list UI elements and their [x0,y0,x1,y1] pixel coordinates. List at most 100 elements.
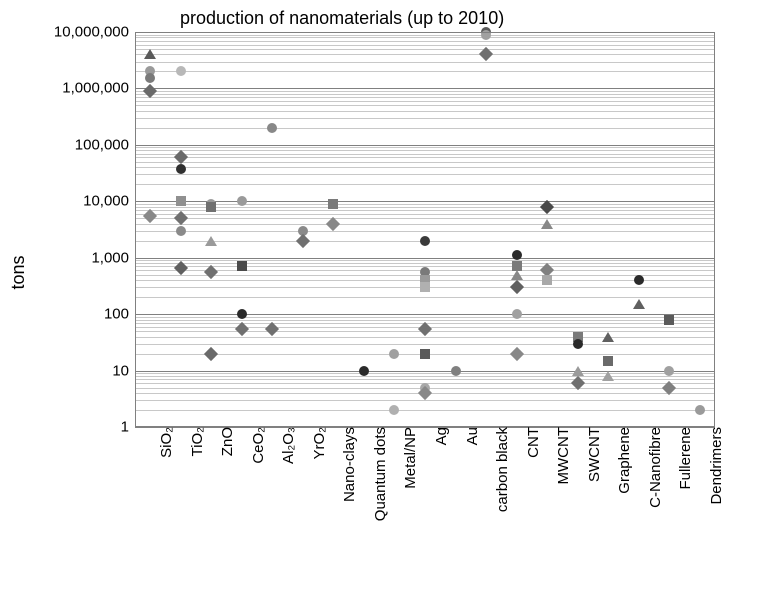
x-tick-label: TiO₂ [185,427,206,456]
data-point [512,250,522,260]
data-point [511,270,523,280]
data-point [389,349,399,359]
data-point [237,261,247,271]
y-tick-label: 10,000 [83,193,135,210]
grid-minor [135,320,715,321]
y-tick-label: 1,000 [91,249,135,266]
grid-minor [135,376,715,377]
x-tick-label: CNT [521,427,542,458]
grid-minor [135,204,715,205]
grid-minor [135,154,715,155]
data-point [634,275,644,285]
grid-major [135,145,715,146]
x-tick-label: carbon black [490,427,511,512]
grid-minor [135,71,715,72]
x-tick-label: Au [460,427,481,445]
data-point [267,123,277,133]
grid-minor [135,162,715,163]
data-point [695,405,705,415]
y-tick-label: 100 [104,306,135,323]
data-point [481,30,491,40]
x-tick-label: Metal/NP [398,427,419,489]
chart-container: production of nanomaterials (up to 2010)… [0,0,774,592]
plot-area: 1101001,00010,000100,0001,000,00010,000,… [135,32,715,427]
data-point [664,315,674,325]
x-tick-label: Dendrimers [704,427,725,505]
grid-minor [135,62,715,63]
grid-minor [135,54,715,55]
grid-minor [135,317,715,318]
data-point [296,234,310,248]
data-point [420,349,430,359]
data-point [204,347,218,361]
data-point [176,66,186,76]
grid-minor [135,174,715,175]
data-point [237,196,247,206]
grid-minor [135,297,715,298]
data-point [541,219,553,229]
x-tick-label: YrO₂ [307,427,328,460]
grid-minor [135,94,715,95]
x-tick-label: Al₂O₃ [276,427,297,464]
data-point [420,236,430,246]
data-point [510,347,524,361]
grid-minor [135,210,715,211]
data-point [176,226,186,236]
grid-minor [135,118,715,119]
x-tick-label: Ag [429,427,450,445]
x-tick-label: CeO₂ [246,427,267,464]
x-tick-label: C-Nanofibre [643,427,664,508]
grid-minor [135,214,715,215]
grid-minor [135,37,715,38]
grid-minor [135,101,715,102]
y-tick-label: 1 [121,419,135,436]
grid-major [135,32,715,33]
x-tick-label: Fullerene [673,427,694,490]
grid-major [135,258,715,259]
data-point [328,199,338,209]
grid-minor [135,41,715,42]
data-point [176,196,186,206]
grid-minor [135,344,715,345]
data-point [602,332,614,342]
grid-minor [135,410,715,411]
grid-minor [135,224,715,225]
x-tick-label: SWCNT [582,427,603,482]
grid-minor [135,147,715,148]
grid-minor [135,184,715,185]
chart-title: production of nanomaterials (up to 2010) [180,8,504,29]
x-tick-label: SiO₂ [154,427,175,458]
x-tick-label: ZnO [215,427,236,456]
grid-minor [135,35,715,36]
y-tick-label: 10 [112,362,135,379]
grid-minor [135,128,715,129]
data-point [145,73,155,83]
grid-minor [135,111,715,112]
data-point [602,371,614,381]
data-point [542,275,552,285]
grid-minor [135,45,715,46]
data-point [143,84,157,98]
y-tick-label: 100,000 [75,136,135,153]
grid-minor [135,150,715,151]
grid-minor [135,231,715,232]
grid-minor [135,379,715,380]
grid-minor [135,260,715,261]
y-tick-label: 1,000,000 [62,80,135,97]
data-point [512,309,522,319]
data-point [389,405,399,415]
y-axis-label: tons [8,255,29,289]
data-point [176,164,186,174]
data-point [420,282,430,292]
data-point [573,339,583,349]
grid-major [135,371,715,372]
grid-minor [135,105,715,106]
data-point [603,356,613,366]
grid-minor [135,157,715,158]
data-point [510,280,524,294]
grid-minor [135,91,715,92]
grid-minor [135,263,715,264]
grid-minor [135,373,715,374]
grid-major [135,314,715,315]
data-point [205,236,217,246]
